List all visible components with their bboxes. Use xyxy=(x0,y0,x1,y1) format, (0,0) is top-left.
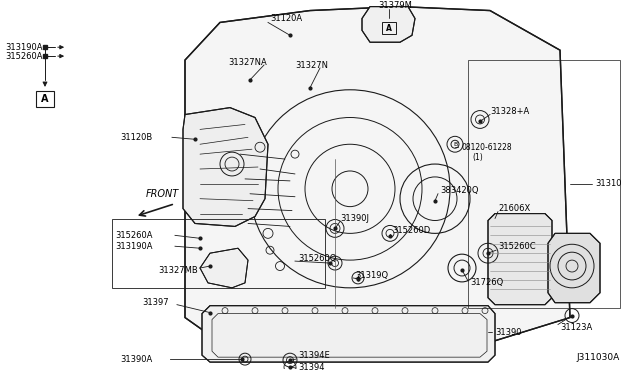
Text: 31390A: 31390A xyxy=(120,355,152,364)
Polygon shape xyxy=(202,306,495,362)
Text: 31123A: 31123A xyxy=(560,323,592,332)
Polygon shape xyxy=(488,214,552,305)
Text: 313190A: 313190A xyxy=(5,43,42,52)
Text: 31327NA: 31327NA xyxy=(228,58,267,67)
Text: 31310: 31310 xyxy=(595,179,621,188)
Text: 31327MB: 31327MB xyxy=(158,266,198,275)
Text: 313190A: 313190A xyxy=(115,242,152,251)
Text: A: A xyxy=(386,24,392,33)
Text: 31390: 31390 xyxy=(495,328,522,337)
Text: 31120B: 31120B xyxy=(120,133,152,142)
Polygon shape xyxy=(200,248,248,288)
Text: 31328+A: 31328+A xyxy=(490,107,529,116)
Text: 383420Q: 383420Q xyxy=(440,186,479,195)
Polygon shape xyxy=(183,108,268,227)
Text: 315260C: 315260C xyxy=(498,242,536,251)
Text: 31394: 31394 xyxy=(298,363,324,372)
Text: 315260D: 315260D xyxy=(392,226,430,235)
Text: 315260A: 315260A xyxy=(115,231,152,240)
Text: FRONT: FRONT xyxy=(145,189,179,199)
Text: 31390J: 31390J xyxy=(340,214,369,223)
Text: 315260A: 315260A xyxy=(5,52,42,61)
Text: 31379M: 31379M xyxy=(378,1,412,10)
Text: 31120A: 31120A xyxy=(270,14,302,23)
Polygon shape xyxy=(185,7,570,342)
Text: 08120-61228: 08120-61228 xyxy=(462,143,513,152)
Polygon shape xyxy=(548,233,600,303)
Text: 31397: 31397 xyxy=(142,298,168,307)
Text: 31327N: 31327N xyxy=(295,61,328,70)
Text: B: B xyxy=(453,142,457,147)
Text: 21606X: 21606X xyxy=(498,204,531,213)
Polygon shape xyxy=(362,7,415,42)
Text: 31394E: 31394E xyxy=(298,351,330,360)
Text: 315260Q: 315260Q xyxy=(298,254,337,263)
Text: 31319Q: 31319Q xyxy=(355,272,388,280)
Text: 31726Q: 31726Q xyxy=(470,278,503,288)
Text: J311030A: J311030A xyxy=(577,353,620,362)
Text: (1): (1) xyxy=(472,153,483,161)
Text: A: A xyxy=(41,94,49,104)
